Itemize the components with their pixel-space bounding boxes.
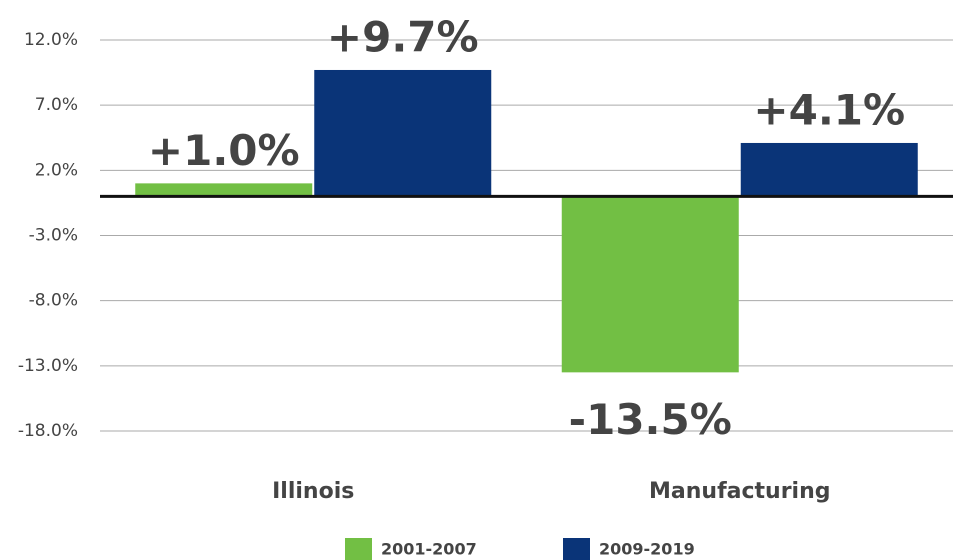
legend-label: 2009-2019 [599, 540, 695, 559]
y-tick-label: 12.0% [24, 30, 78, 50]
data-label: -13.5% [569, 395, 732, 444]
legend-label: 2001-2007 [381, 540, 477, 559]
x-tick-label: Manufacturing [649, 479, 831, 504]
legend-swatch [563, 538, 590, 560]
bar [561, 196, 739, 373]
legend-swatch [345, 538, 372, 560]
x-tick-label: Illinois [272, 479, 354, 504]
bar [314, 69, 492, 197]
bar [740, 142, 918, 197]
y-tick-label: -8.0% [29, 291, 78, 311]
data-label: +4.1% [753, 85, 905, 134]
y-tick-label: -18.0% [18, 421, 78, 441]
data-label: +9.7% [327, 12, 479, 61]
bar [135, 183, 313, 197]
y-tick-label: -13.0% [18, 356, 78, 376]
data-label: +1.0% [148, 126, 300, 175]
y-tick-label: -3.0% [29, 226, 78, 246]
y-tick-label: 7.0% [35, 95, 78, 115]
y-tick-label: 2.0% [35, 160, 78, 180]
